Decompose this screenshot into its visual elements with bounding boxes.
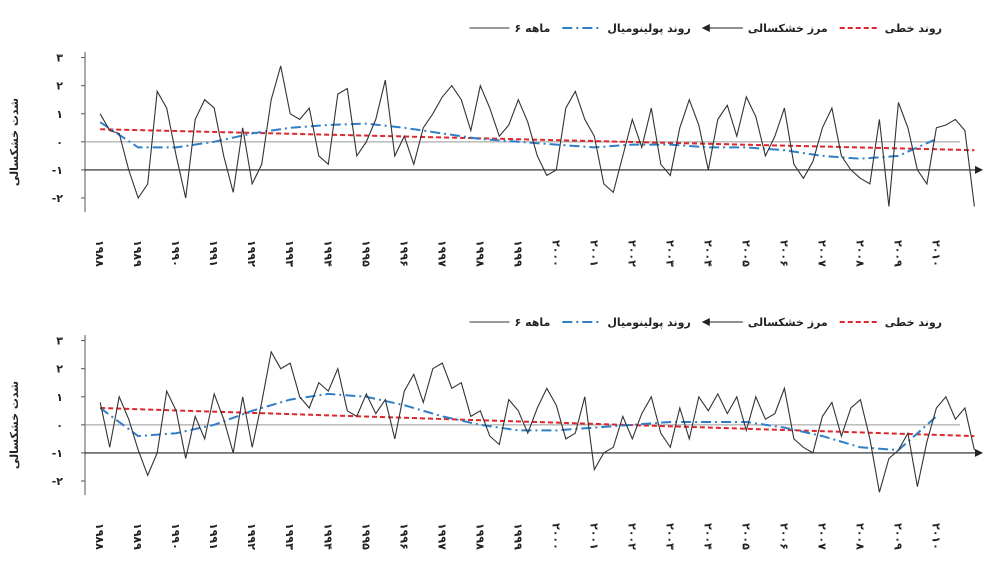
x-tick-label: ۲۰۰۵ [739,240,752,267]
x-tick-label: ۱۹۹۶ [397,523,410,550]
x-tick-label: ۲۰۰۰ [549,240,562,267]
x-tick-label: ۱۹۹۰ [169,240,182,267]
x-tick-label: ۲۰۰۴ [701,523,714,550]
x-tick-label: ۲۰۰۲ [625,240,638,267]
series-line [99,350,975,493]
x-tick-label: ۲۰۰۴ [701,240,714,267]
x-tick-label: ۱۹۹۲ [245,240,258,267]
x-tick-label: ۱۹۹۹ [511,523,524,550]
x-tick-label: ۲۰۰۶ [777,240,790,267]
y-axis-label: شدت خشکسالی [8,98,21,186]
y-tick-label: -۱ [52,447,63,460]
x-tick-label: ۱۹۸۹ [131,523,144,550]
y-tick-label: ۳ [56,335,63,348]
x-tick-label: ۲۰۰۶ [777,523,790,550]
legend-label: ۶ ماهه [515,316,551,329]
y-tick-label: ۰ [56,136,63,149]
y-tick-label: ۲ [56,363,63,376]
x-tick-label: ۲۰۰۸ [853,240,866,267]
legend-label: روند پولینومیال [607,316,691,329]
series-line [99,121,937,160]
legend-label: روند خطی [885,22,942,35]
x-tick-label: ۲۰۰۹ [891,523,904,550]
legend-label: روند خطی [885,316,942,329]
x-tick-label: ۲۰۰۳ [663,523,676,550]
x-tick-label: ۱۹۹۷ [435,240,448,267]
y-tick-label: -۲ [52,475,64,488]
series-line [99,65,975,207]
y-tick-label: ۲ [56,80,63,93]
y-axis-label: شدت خشکسالی [8,381,21,469]
x-tick-label: ۱۹۹۵ [359,240,372,267]
x-tick-label: ۲۰۱۰ [929,523,942,550]
x-tick-label: ۱۹۹۸ [473,523,486,550]
legend-label: ۶ ماهه [515,22,551,35]
x-tick-label: ۱۹۸۸ [93,240,106,267]
x-tick-label: ۱۹۹۳ [283,240,296,267]
x-tick-label: ۱۹۹۷ [435,523,448,550]
x-tick-label: ۱۹۹۰ [169,523,182,550]
legend-label: روند پولینومیال [607,22,691,35]
legend-label: مرز خشکسالی [748,22,828,35]
x-tick-label: ۱۹۹۹ [511,240,524,267]
x-tick-label: ۲۰۰۲ [625,523,638,550]
x-tick-label: ۱۹۹۱ [207,523,220,550]
x-tick-label: ۱۹۸۹ [131,240,144,267]
y-tick-label: ۳ [56,52,63,65]
x-tick-label: ۲۰۰۵ [739,523,752,550]
x-tick-label: ۱۹۹۴ [321,523,334,550]
x-tick-label: ۱۹۹۶ [397,240,410,267]
y-tick-label: ۰ [56,419,63,432]
x-tick-label: ۲۰۰۷ [815,523,828,550]
x-tick-label: ۱۹۹۲ [245,523,258,550]
series-line [100,128,975,152]
x-tick-label: ۲۰۰۳ [663,240,676,267]
x-tick-label: ۲۰۰۱ [587,240,600,267]
y-tick-label: ۱ [56,108,63,121]
x-tick-label: ۱۹۹۱ [207,240,220,267]
x-tick-label: ۲۰۰۷ [815,240,828,267]
x-tick-label: ۲۰۰۹ [891,240,904,267]
x-tick-label: ۲۰۰۰ [549,523,562,550]
x-tick-label: ۱۹۹۸ [473,240,486,267]
x-tick-label: ۱۹۸۸ [93,523,106,550]
y-tick-label: -۲ [52,192,64,205]
x-tick-label: ۱۹۹۳ [283,523,296,550]
legend-label: مرز خشکسالی [748,316,828,329]
y-tick-label: -۱ [52,164,63,177]
x-tick-label: ۱۹۹۴ [321,240,334,267]
x-tick-label: ۲۰۱۰ [929,240,942,267]
y-tick-label: ۱ [56,391,63,404]
x-tick-label: ۱۹۹۵ [359,523,372,550]
x-tick-label: ۲۰۰۱ [587,523,600,550]
x-tick-label: ۲۰۰۸ [853,523,866,550]
